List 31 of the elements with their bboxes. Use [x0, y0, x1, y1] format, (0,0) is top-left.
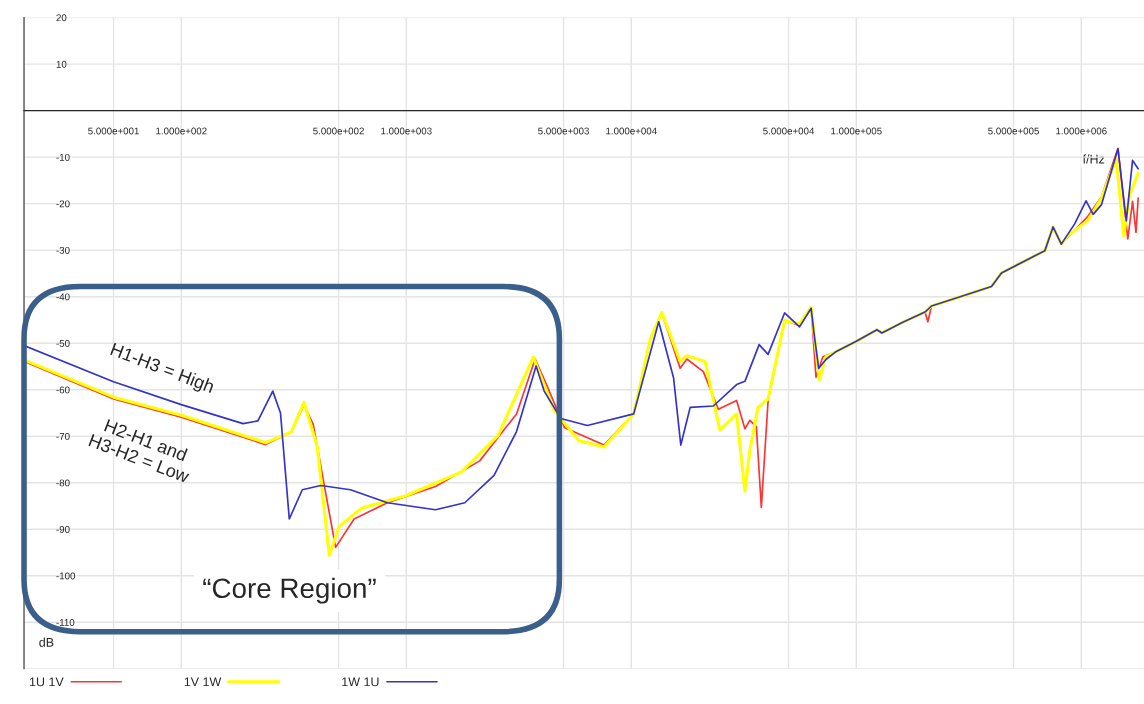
y-tick-label: -20 [56, 200, 70, 208]
x-tick-label: 5.000e+001 [88, 127, 139, 135]
y-tick-label: -110 [56, 619, 75, 626]
y-tick-label: -60 [56, 386, 70, 394]
x-axis-title: f/Hz [1082, 154, 1105, 164]
x-tick-label: 1.000e+005 [831, 127, 882, 135]
x-tick-label: 1.000e+006 [1056, 127, 1107, 135]
y-axis-title: dB [39, 637, 54, 647]
y-tick-label: -100 [56, 572, 76, 580]
y-tick-label: -10 [56, 153, 70, 161]
x-tick-label: 5.000e+003 [538, 127, 589, 135]
y-tick-label: -80 [56, 479, 70, 487]
y-tick-label: -30 [56, 246, 70, 254]
y-tick-label: 10 [56, 60, 67, 68]
y-tick-label: 20 [56, 14, 67, 22]
y-tick-label: -50 [56, 339, 70, 347]
annotation: H2-H1 and H3-H2 = Low [88, 418, 191, 484]
y-tick-label: -90 [56, 525, 70, 533]
x-tick-label: 5.000e+002 [313, 127, 364, 135]
y-tick-label: -40 [56, 293, 70, 301]
x-tick-label: 1.000e+003 [381, 127, 432, 135]
x-tick-label: 5.000e+004 [763, 127, 815, 135]
y-tick-label: -70 [56, 432, 70, 440]
annotation: “Core Region” [203, 577, 376, 604]
legend-label: 1V 1W [184, 677, 222, 687]
legend-label: 1U 1V [29, 677, 64, 687]
legend-label: 1W 1U [342, 677, 379, 687]
x-tick-label: 1.000e+004 [606, 127, 657, 135]
x-tick-label: 5.000e+005 [988, 127, 1039, 135]
annotation: H1-H3 = High [108, 342, 215, 397]
x-tick-label: 1.000e+002 [156, 127, 207, 135]
